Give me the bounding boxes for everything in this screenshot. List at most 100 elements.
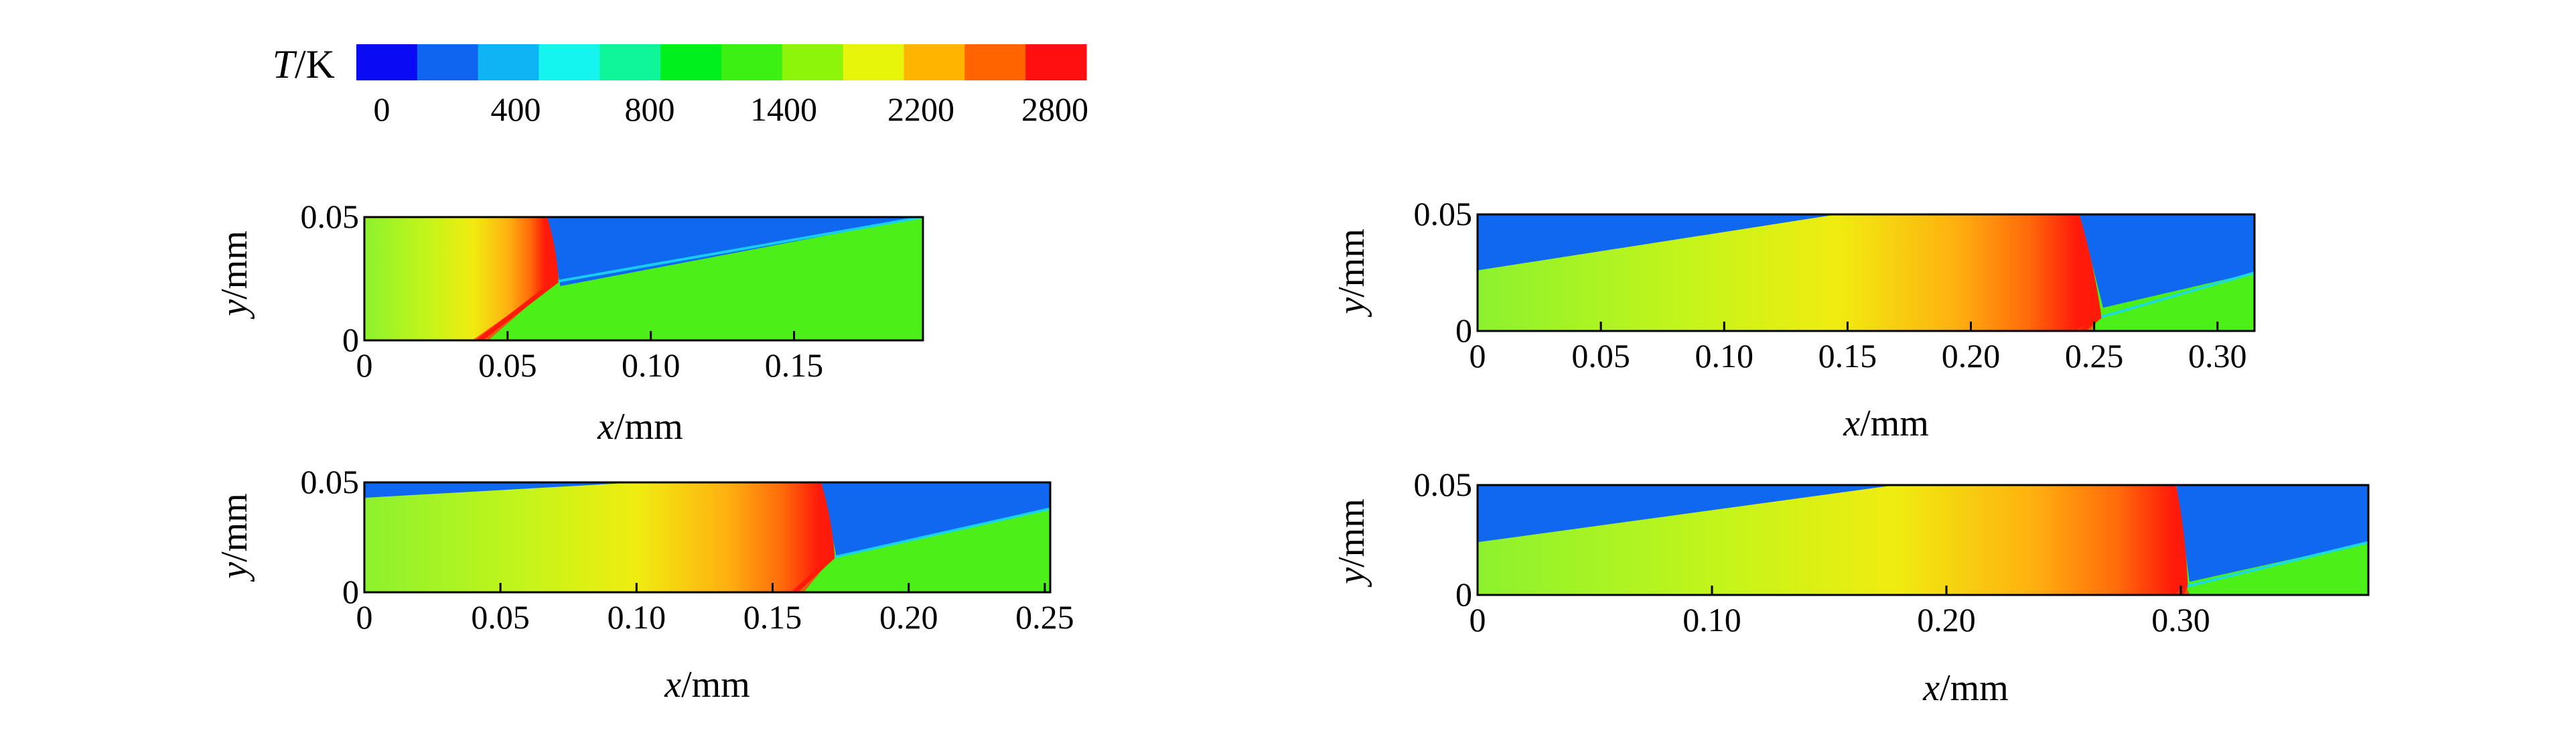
x-axis-label: x/mm (1843, 403, 1929, 444)
cold-layer-behind-front (1478, 214, 2076, 271)
x-tick-label: 0.10 (1695, 337, 1754, 375)
x-tick-label: 0.20 (879, 598, 938, 636)
colorbar-tick-2200: 2200 (887, 90, 954, 128)
colorbar-swatch (417, 44, 479, 80)
contour-panel-top-left: 0 0.05 0.10 0.15 00.05 x/mm y/mm (214, 198, 924, 448)
x-axis-label-unit: /mm (1940, 667, 2009, 709)
colorbar-swatches (356, 44, 1087, 80)
x-tick-label: 0.20 (1917, 601, 1976, 638)
contact-surface (558, 217, 923, 283)
x-tick-label: 0.05 (471, 598, 530, 636)
colorbar-swatch (1025, 44, 1087, 80)
y-axis-label: y/mm (214, 230, 255, 320)
plot-border (1476, 484, 2370, 596)
colorbar-label-symbol: T (273, 42, 297, 86)
contour-panel-top-right: 0 0.05 0.10 0.15 0.20 0.25 0.30 00.05 x/mm y/m… (1331, 195, 2256, 444)
colorbar-swatch (782, 44, 844, 80)
x-axis-ticks: 0 0.05 0.10 0.15 (356, 331, 824, 384)
cold-layer-behind-front (364, 482, 818, 498)
y-tick-label: 0 (1455, 576, 1472, 613)
x-tick-label: 0.05 (478, 346, 537, 384)
temperature-colorbar: T/K 0 400 800 1400 2200 2800 (273, 42, 1088, 128)
colorbar-swatch (964, 44, 1026, 80)
x-tick-label: 0.30 (2151, 601, 2210, 638)
axes-frame (1476, 484, 2370, 596)
burned-gas-region (364, 482, 833, 592)
x-tick-label: 0.15 (1818, 337, 1877, 375)
y-axis-label-unit: /mm (214, 230, 255, 299)
axes-frame (1476, 213, 2256, 332)
colorbar-tick-0: 0 (374, 90, 390, 128)
x-axis-label-unit: /mm (681, 664, 750, 705)
colorbar-swatch (478, 44, 540, 80)
x-tick-label: 0.10 (622, 346, 681, 384)
y-tick-label: 0.05 (301, 463, 360, 500)
x-axis-label-symbol: x (597, 406, 614, 448)
y-tick-label: 0 (1455, 312, 1472, 349)
x-tick-label: 0.30 (2188, 337, 2247, 375)
cold-region-ahead-of-front (821, 482, 1050, 557)
contact-surface (2187, 541, 2368, 588)
colorbar-tick-2800: 2800 (1021, 90, 1088, 128)
x-axis-ticks: 0 0.10 0.20 0.30 (1470, 586, 2210, 638)
temperature-field (1478, 214, 2255, 331)
colorbar-swatch (356, 44, 418, 80)
x-axis-label-symbol: x (1922, 667, 1940, 709)
plot-border (1476, 213, 2256, 332)
detonation-front (792, 482, 835, 592)
contact-surface (834, 507, 1050, 559)
x-tick-label: 0.20 (1942, 337, 2001, 375)
y-axis-label: y/mm (1331, 228, 1372, 318)
temperature-field (1478, 485, 2368, 595)
x-axis-label-unit: /mm (1860, 403, 1929, 444)
x-tick-label: 0.15 (765, 346, 824, 384)
y-axis-label: y/mm (1331, 498, 1372, 588)
axes-frame (363, 216, 924, 342)
axes-frame (363, 481, 1052, 594)
x-axis-label-symbol: x (664, 664, 681, 705)
colorbar-swatch (843, 44, 905, 80)
detonation-front (2074, 214, 2102, 331)
contour-panel-bottom-right: 0 0.10 0.20 0.30 00.05 x/mm y/mm (1331, 466, 2370, 709)
y-axis-label-unit: /mm (1331, 228, 1372, 297)
y-axis-label-symbol: y (1331, 567, 1372, 588)
x-tick-label: 0.10 (1683, 601, 1741, 638)
y-axis-ticks: 00.05 (1414, 466, 1487, 613)
colorbar-swatch (539, 44, 600, 80)
colorbar-label: T/K (273, 42, 335, 86)
x-axis-ticks: 0 0.05 0.10 0.15 0.20 0.25 (356, 583, 1074, 636)
colorbar-label-unit: /K (295, 42, 335, 86)
y-axis-label-unit: /mm (214, 493, 255, 562)
cold-layer-behind-front (1478, 485, 2173, 543)
x-tick-label: 0.25 (1015, 598, 1074, 636)
y-tick-label: 0.05 (1414, 466, 1473, 503)
y-tick-label: 0.05 (1414, 195, 1473, 232)
colorbar-tick-1400: 1400 (750, 90, 817, 128)
y-axis-ticks: 00.05 (301, 463, 374, 610)
y-axis-label: y/mm (214, 493, 255, 582)
colorbar-tick-800: 800 (625, 90, 675, 128)
y-axis-ticks: 00.05 (301, 198, 374, 358)
y-axis-label-symbol: y (214, 562, 255, 582)
x-tick-label: 0.05 (1571, 337, 1630, 375)
x-tick-label: 0 (1470, 601, 1486, 638)
colorbar-swatch (721, 44, 783, 80)
contact-surface (2100, 271, 2255, 319)
y-tick-label: 0.05 (301, 198, 360, 235)
x-tick-label: 0 (1470, 337, 1486, 375)
y-axis-label-symbol: y (1331, 297, 1372, 318)
detonation-front (2171, 485, 2188, 595)
contour-panel-bottom-left: 0 0.05 0.10 0.15 0.20 0.25 00.05 x/mm y/mm (214, 463, 1074, 705)
x-axis-label-symbol: x (1843, 403, 1860, 444)
y-tick-label: 0 (342, 573, 359, 610)
burned-gas-region (364, 217, 557, 340)
x-tick-label: 0 (356, 346, 373, 384)
y-axis-ticks: 00.05 (1414, 195, 1487, 349)
plot-border (363, 481, 1052, 594)
y-tick-label: 0 (342, 321, 359, 358)
y-axis-label-symbol: y (214, 299, 255, 320)
x-tick-label: 0.15 (743, 598, 802, 636)
temperature-field (364, 482, 1050, 592)
colorbar-swatch (660, 44, 722, 80)
x-axis-label: x/mm (597, 406, 683, 448)
